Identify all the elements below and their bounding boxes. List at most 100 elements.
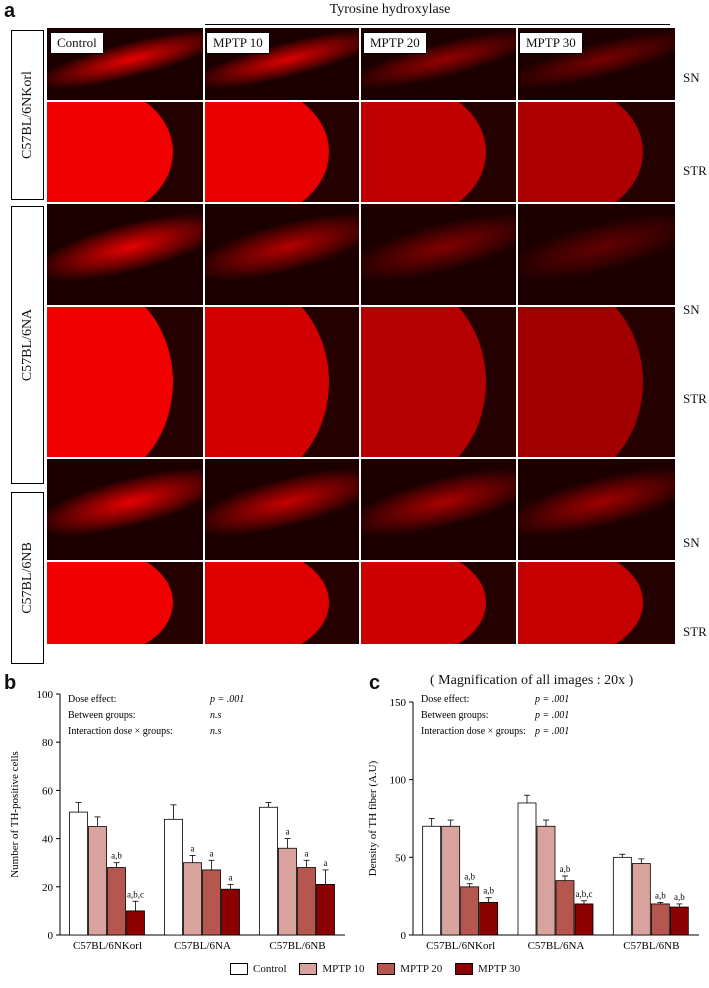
- y-axis-label: Density of TH fiber (A.U): [367, 760, 379, 876]
- bar: [183, 862, 202, 936]
- significance-label: a,b: [560, 864, 571, 874]
- sn-neuron-band: [517, 203, 675, 293]
- legend-item-mptp30: MPTP 30: [455, 963, 520, 975]
- micrograph-sn: [360, 203, 517, 306]
- striatum-tissue: [517, 561, 644, 644]
- y-tick-label: 80: [42, 737, 54, 749]
- row-label-na-text: C57BL/6NA: [19, 308, 35, 382]
- stat-value: n.s: [210, 710, 222, 721]
- legend-label-mptp30: MPTP 30: [478, 963, 521, 975]
- row-label-nb-text: C57BL/6NB: [19, 542, 35, 614]
- column-label-mptp20: MPTP 20: [363, 32, 427, 54]
- micrograph-str: [47, 561, 204, 644]
- significance-label: a: [324, 858, 328, 868]
- stat-label: Between groups:: [68, 710, 136, 721]
- stat-value: p = .001: [534, 726, 569, 737]
- stat-label: Dose effect:: [421, 694, 469, 705]
- grid-divider: [47, 100, 675, 102]
- grid-divider: [47, 560, 675, 562]
- x-tick-label: C57BL/6NB: [623, 940, 679, 952]
- panel-c-letter: c: [369, 672, 381, 694]
- region-label-str-3: STR: [683, 624, 707, 639]
- striatum-tissue: [204, 561, 329, 644]
- y-tick-label: 150: [390, 697, 407, 709]
- legend-label-control: Control: [253, 963, 287, 975]
- micrograph-sn: [360, 458, 517, 561]
- bar: [88, 826, 107, 936]
- y-tick-label: 60: [42, 785, 54, 797]
- micrograph-sn: [517, 458, 675, 561]
- grid-divider: [47, 305, 675, 307]
- legend-item-mptp20: MPTP 20: [377, 963, 442, 975]
- striatum-tissue: [204, 306, 329, 458]
- striatum-tissue: [47, 101, 173, 203]
- micrograph-str: [47, 306, 204, 458]
- striatum-tissue: [517, 306, 644, 458]
- stat-value: n.s: [210, 726, 222, 737]
- stat-value: p = .001: [534, 710, 569, 721]
- micrograph-str: [204, 306, 360, 458]
- y-tick-label: 40: [42, 834, 54, 846]
- sn-neuron-band: [517, 458, 675, 548]
- micrograph-str: [360, 561, 517, 644]
- grid-divider: [516, 28, 518, 644]
- y-tick-label: 0: [401, 930, 407, 942]
- micrograph-sn: [204, 203, 360, 306]
- grid-divider: [203, 28, 205, 644]
- striatum-tissue: [47, 306, 173, 458]
- legend-item-control: Control: [230, 963, 287, 975]
- sn-neuron-band: [47, 203, 204, 293]
- bar: [612, 856, 632, 936]
- bar: [479, 901, 499, 936]
- significance-label: a: [210, 848, 214, 858]
- micrograph-sn: [517, 203, 675, 306]
- striatum-tissue: [360, 101, 486, 203]
- micrograph-sn: [47, 203, 204, 306]
- significance-label: a: [229, 872, 233, 882]
- bar: [517, 802, 537, 936]
- significance-label: a: [305, 848, 309, 858]
- legend-label-mptp10: MPTP 10: [322, 963, 365, 975]
- column-label-mptp30: MPTP 30: [519, 32, 583, 54]
- micrograph-str: [517, 306, 675, 458]
- stat-value: p = .001: [534, 694, 569, 705]
- x-tick-label: C57BL/6NA: [528, 940, 585, 952]
- bar: [69, 811, 88, 936]
- significance-label: a,b,c: [127, 889, 144, 899]
- micrograph-sn: [47, 458, 204, 561]
- legend-swatch-mptp30: [455, 963, 474, 975]
- bar: [669, 906, 689, 936]
- row-label-nb: C57BL/6NB: [11, 492, 44, 664]
- sn-neuron-band: [204, 458, 360, 547]
- micrograph-sn: [204, 458, 360, 561]
- micrograph-grid: [47, 28, 675, 644]
- bar: [259, 806, 278, 936]
- grid-divider: [47, 202, 675, 204]
- striatum-tissue: [360, 306, 486, 458]
- legend: Control MPTP 10 MPTP 20 MPTP 30: [230, 963, 530, 978]
- bar: [126, 910, 145, 936]
- y-tick-label: 100: [37, 689, 54, 701]
- legend-item-mptp10: MPTP 10: [299, 963, 364, 975]
- significance-label: a,b: [464, 872, 475, 882]
- bar: [441, 825, 461, 936]
- stat-label: Interaction dose × groups:: [421, 726, 526, 737]
- region-label-sn-3: SN: [683, 535, 700, 550]
- significance-label: a,b,c: [576, 889, 593, 899]
- striatum-tissue: [47, 561, 173, 644]
- micrograph-str: [204, 561, 360, 644]
- x-tick-label: C57BL/6NKorl: [426, 940, 495, 952]
- row-label-korl-text: C57BL/6NKorl: [19, 71, 35, 159]
- bar: [536, 825, 556, 936]
- y-tick-label: 50: [395, 852, 407, 864]
- legend-swatch-mptp20: [377, 963, 396, 975]
- sn-neuron-band: [360, 458, 517, 548]
- micrograph-str: [47, 101, 204, 203]
- legend-swatch-mptp10: [299, 963, 318, 975]
- significance-label: a: [191, 843, 195, 853]
- bar: [221, 888, 240, 936]
- significance-label: a,b: [674, 892, 685, 902]
- row-label-na: C57BL/6NA: [11, 206, 44, 484]
- y-tick-label: 20: [42, 882, 54, 894]
- title-underline: [205, 24, 670, 25]
